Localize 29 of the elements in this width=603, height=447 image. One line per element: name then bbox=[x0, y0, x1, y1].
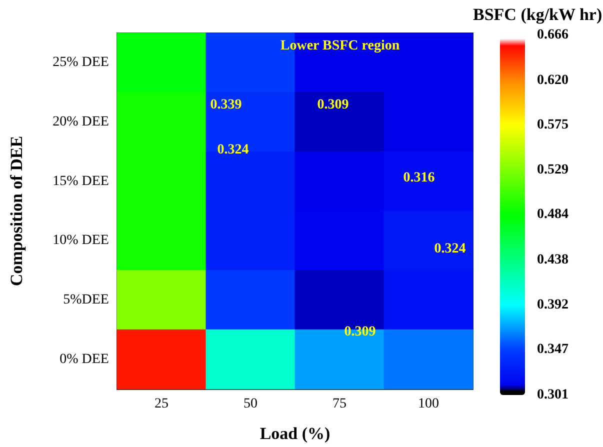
annotation: 0.339 bbox=[210, 98, 242, 112]
color-bar-label: 0.484 bbox=[537, 207, 568, 222]
annotation: 0.316 bbox=[403, 170, 435, 186]
color-bar-label: 0.666 bbox=[537, 28, 568, 42]
annotation: 0.324 bbox=[434, 242, 466, 256]
color-bar-label: 0.620 bbox=[537, 72, 568, 88]
color-bar-label: 0.575 bbox=[537, 117, 568, 132]
y-tick-label: 5%DEE bbox=[63, 292, 109, 308]
color-bar-label: 0.529 bbox=[537, 162, 568, 178]
annotation: 0.309 bbox=[317, 98, 349, 112]
x-tick-label: 50 bbox=[244, 396, 258, 412]
x-tick-label: 25 bbox=[154, 396, 168, 412]
color-bar-label: 0.347 bbox=[537, 342, 568, 358]
color-bar-label: 0.438 bbox=[537, 252, 568, 268]
y-axis-title: Composition of DEE bbox=[7, 136, 26, 286]
annotation: Lower BSFC region bbox=[280, 38, 400, 54]
x-axis-title: Load (%) bbox=[260, 424, 330, 443]
y-tick-label: 15% DEE bbox=[52, 174, 109, 189]
y-tick-label: 25% DEE bbox=[52, 55, 109, 70]
annotation: 0.324 bbox=[217, 142, 249, 158]
y-tick-label: 10% DEE bbox=[52, 233, 109, 248]
color-bar-label: 0.392 bbox=[537, 298, 568, 313]
x-tick-label: 100 bbox=[418, 396, 439, 412]
y-tick-label: 20% DEE bbox=[52, 114, 109, 130]
color-bar-title: BSFC (kg/kW hr) bbox=[473, 5, 602, 24]
color-bar-label: 0.301 bbox=[537, 388, 568, 402]
y-tick-label: 0% DEE bbox=[60, 352, 109, 367]
x-tick-label: 75 bbox=[332, 396, 346, 412]
annotation: 0.309 bbox=[344, 324, 376, 340]
